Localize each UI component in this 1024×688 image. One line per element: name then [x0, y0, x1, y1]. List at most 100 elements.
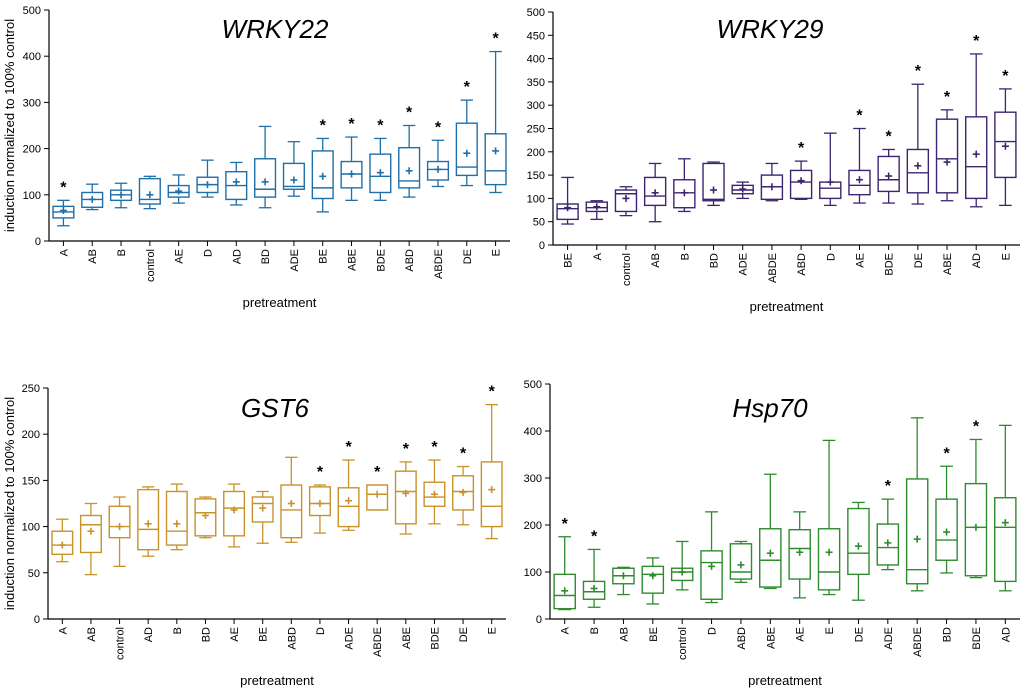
x-tick-label: ABDE [433, 249, 445, 279]
x-tick-label: BDE [375, 249, 387, 272]
box-ABDE: ABDE * [366, 464, 389, 657]
box-E: E* [484, 31, 507, 256]
x-tick-label: ABE [942, 253, 954, 275]
y-tick-label: 250 [22, 383, 40, 395]
significance-star: * [886, 128, 893, 145]
y-tick-label: 0 [34, 614, 40, 626]
box-iqr [700, 550, 723, 600]
box-ADE: ADE * [876, 478, 900, 650]
y-tick-label: 50 [28, 568, 40, 580]
x-tick-label: AB [618, 627, 630, 642]
significance-star: * [435, 119, 442, 136]
y-tick-label: 50 [533, 217, 545, 229]
box-ABE: ABE [759, 473, 782, 649]
significance-star: * [798, 140, 805, 157]
x-tick-label: AE [174, 249, 186, 264]
box-ABD: ABD [729, 540, 753, 650]
significance-star: * [377, 117, 384, 134]
y-tick-label: 400 [524, 426, 542, 438]
y-axis-label: induction normalized to 100% control [2, 397, 17, 610]
box-DE: DE [847, 501, 870, 642]
box-ABD: ABD * [789, 140, 813, 276]
box-ABD: ABD * [398, 105, 421, 272]
box-ABE: ABE * [935, 89, 959, 275]
x-tick-label: BD [200, 627, 212, 642]
x-tick-label: E [491, 249, 503, 256]
box-iqr [905, 478, 929, 585]
x-tick-label: ABDE [372, 627, 384, 657]
significance-star: * [348, 116, 355, 133]
box-iqr [702, 162, 725, 202]
box-BD: BD [702, 161, 725, 268]
box-D: D [819, 132, 842, 261]
box-ABDE: ABDE * [426, 119, 450, 279]
significance-star: * [944, 89, 951, 106]
x-tick-label: ADE [344, 627, 356, 650]
y-tick-label: 150 [527, 170, 545, 182]
chart-title: Hsp70 [732, 393, 808, 423]
y-tick-label: 400 [23, 51, 41, 63]
box-iqr [337, 487, 360, 528]
x-tick-label: A [57, 626, 69, 634]
y-tick-label: 300 [524, 473, 542, 485]
significance-star: * [464, 79, 471, 96]
significance-star: * [591, 528, 598, 545]
box-iqr [817, 528, 841, 591]
y-tick-label: 200 [22, 429, 40, 441]
x-tick-label: D [315, 627, 327, 635]
box-BE: BE [556, 176, 579, 268]
box-BE: BE [641, 557, 665, 642]
box-iqr [935, 118, 959, 194]
x-tick-label: AE [795, 627, 807, 642]
box-AD: AD [137, 486, 160, 642]
box-iqr [484, 133, 507, 186]
box-iqr [847, 507, 870, 576]
y-tick-label: 500 [524, 379, 542, 391]
x-tick-label: ABE [765, 627, 777, 649]
box-iqr [165, 490, 188, 546]
box-AB: AB [81, 183, 104, 264]
box-AE: AE [167, 174, 190, 264]
box-B: B [165, 483, 188, 634]
box-D: D [700, 511, 723, 635]
box-AD: AD [994, 424, 1017, 642]
x-tick-label: ABD [404, 249, 416, 272]
x-tick-label: AB [86, 627, 98, 642]
box-ABE: ABE * [394, 441, 417, 649]
y-tick-label: 0 [539, 240, 545, 252]
x-tick-label: AD [1000, 627, 1012, 642]
y-axis-label: induction normalized to 100% control [2, 19, 17, 232]
box-A: A [51, 518, 74, 634]
box-BD: BD [254, 125, 277, 264]
box-E: E* [480, 384, 503, 634]
y-tick-label: 100 [23, 190, 41, 202]
box-D: D [196, 159, 219, 257]
box-ABE: ABE * [340, 116, 363, 271]
box-BDE: BDE * [369, 117, 392, 272]
box-control: control [614, 186, 638, 286]
significance-star: * [374, 464, 381, 481]
box-A: A* [553, 516, 576, 634]
box-iqr [906, 148, 930, 194]
box-AD: AD [225, 161, 248, 264]
x-tick-label: A [58, 248, 70, 256]
x-tick-label: B [679, 253, 691, 260]
chart-panel-wrky22: 0 100 200 300 400 500 WRKY22 pretreatment induct… [2, 5, 510, 310]
significance-star: * [915, 63, 922, 80]
x-tick-label: ABDE [767, 253, 779, 283]
box-AB: AB [643, 162, 667, 268]
y-tick-label: 400 [527, 54, 545, 66]
box-AD: AD * [965, 33, 988, 268]
significance-star: * [492, 31, 499, 48]
x-tick-label: E [824, 627, 836, 634]
significance-star: * [345, 439, 352, 456]
x-tick-label: control [145, 249, 157, 282]
significance-star: * [973, 418, 980, 435]
y-tick-label: 300 [527, 100, 545, 112]
box-ADE: ADE [731, 181, 754, 276]
x-tick-label: AD [231, 249, 243, 264]
x-axis-label: pretreatment [240, 673, 314, 688]
x-tick-label: AB [87, 249, 99, 264]
